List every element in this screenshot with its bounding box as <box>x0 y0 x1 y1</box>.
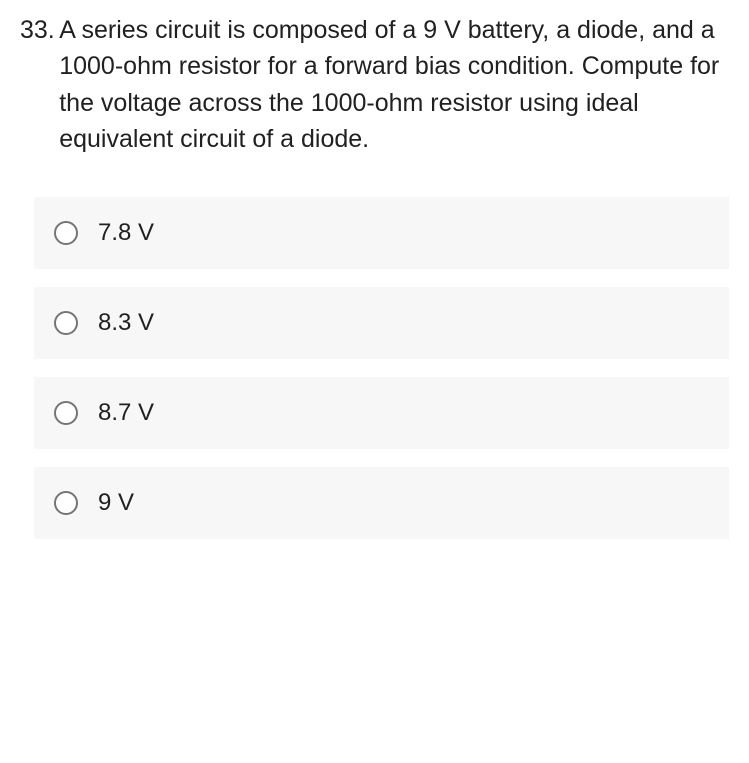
option-3[interactable]: 9 V <box>34 467 729 539</box>
question-block: 33. A series circuit is composed of a 9 … <box>0 0 749 157</box>
option-label: 8.7 V <box>98 399 154 427</box>
option-label: 8.3 V <box>98 309 154 337</box>
radio-icon <box>54 221 78 245</box>
radio-icon <box>54 311 78 335</box>
option-0[interactable]: 7.8 V <box>34 197 729 269</box>
radio-icon <box>54 491 78 515</box>
option-1[interactable]: 8.3 V <box>34 287 729 359</box>
question-row: 33. A series circuit is composed of a 9 … <box>20 12 729 157</box>
option-label: 7.8 V <box>98 219 154 247</box>
radio-icon <box>54 401 78 425</box>
question-text: A series circuit is composed of a 9 V ba… <box>59 12 729 157</box>
options-list: 7.8 V 8.3 V 8.7 V 9 V <box>0 157 749 539</box>
question-number: 33. <box>20 12 55 48</box>
option-2[interactable]: 8.7 V <box>34 377 729 449</box>
option-label: 9 V <box>98 489 134 517</box>
